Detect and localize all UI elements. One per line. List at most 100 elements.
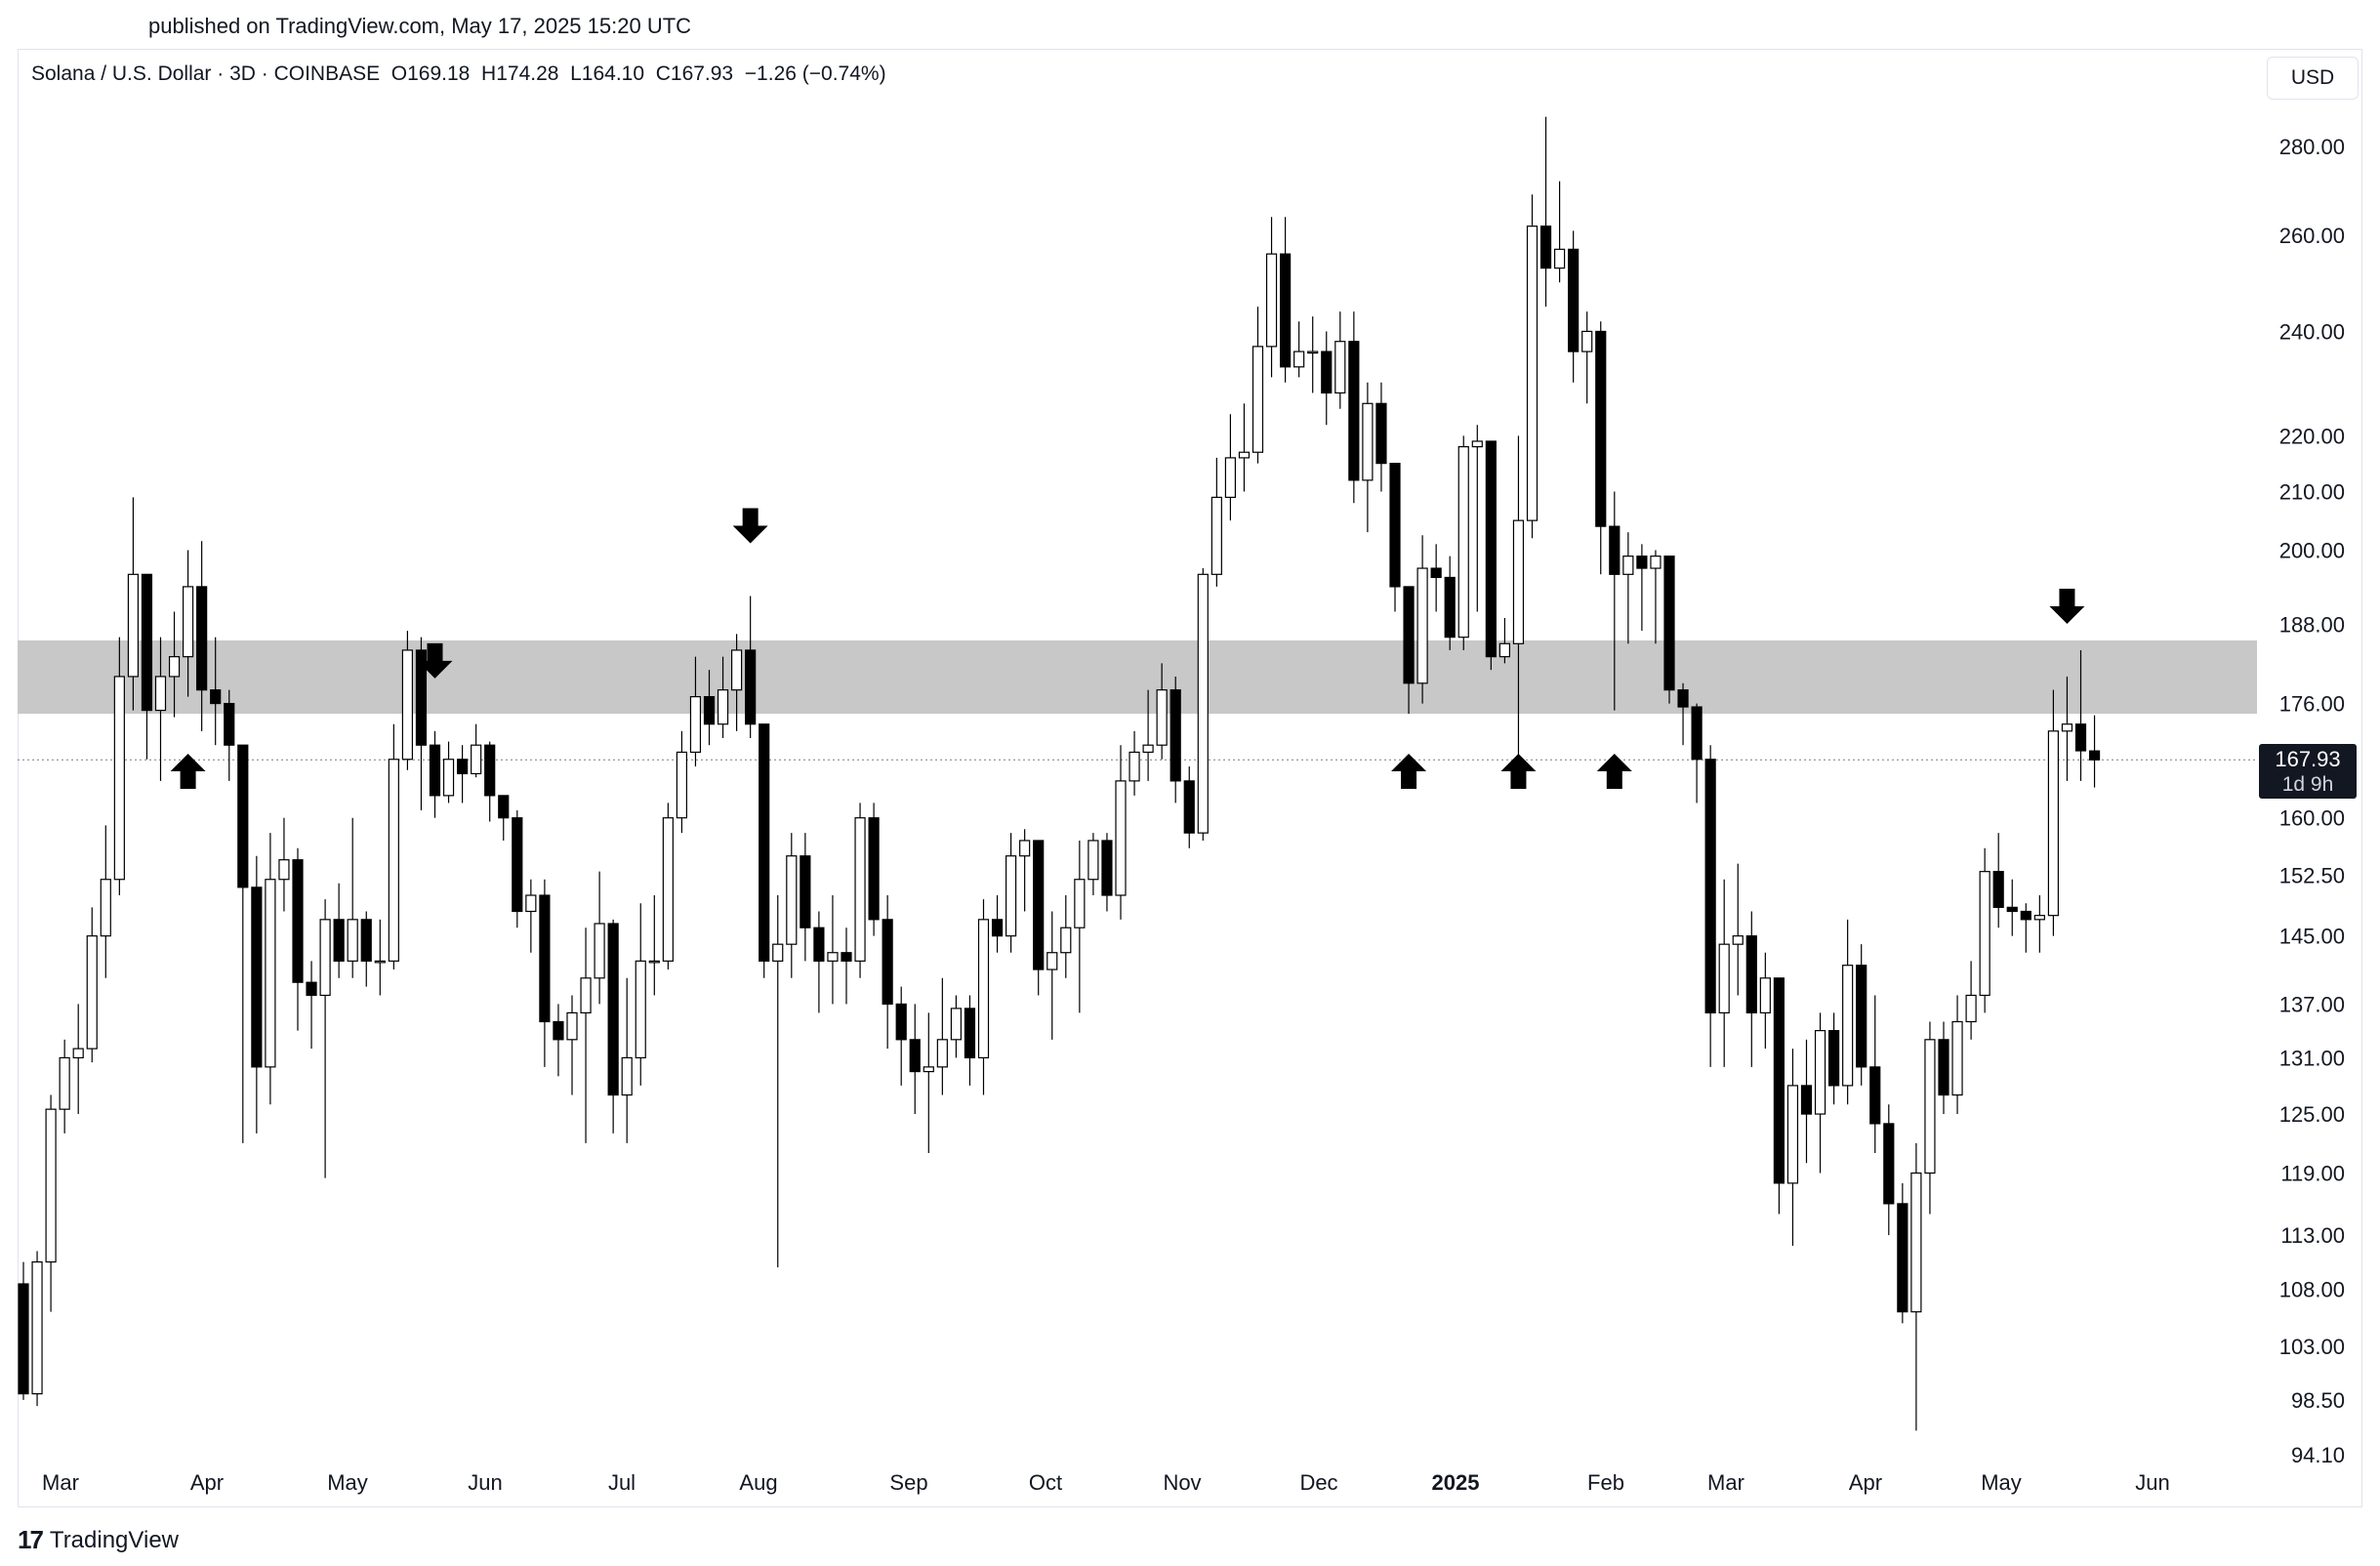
candle <box>2006 879 2018 936</box>
candle-body-down <box>1897 1203 1908 1313</box>
candle-body-up <box>1471 440 1483 448</box>
candle <box>1444 556 1456 650</box>
candle-body-up <box>1046 952 1058 970</box>
candle-body-down <box>964 1008 976 1059</box>
candle-body-up <box>1924 1039 1936 1174</box>
candle <box>1498 617 1511 664</box>
candle <box>1430 544 1442 612</box>
candle-body-up <box>347 919 358 962</box>
candle <box>745 596 757 738</box>
candle <box>278 817 290 912</box>
x-tick-label: May <box>327 1470 368 1495</box>
chart-frame <box>18 49 2362 1507</box>
candle-body-up <box>471 744 482 775</box>
candle <box>196 541 208 731</box>
candle-body-up <box>1732 935 1744 945</box>
up-arrow-marker <box>170 754 206 789</box>
candle-body-down <box>196 586 208 691</box>
candle <box>1252 307 1264 464</box>
candle-body-down <box>745 649 757 725</box>
candle <box>127 497 139 711</box>
candle <box>1663 556 1675 704</box>
y-tick-label: 108.00 <box>2279 1278 2345 1302</box>
candle-body-down <box>2074 723 2087 752</box>
candle-body-down <box>1348 341 1360 481</box>
x-tick-label: 2025 <box>1432 1470 1480 1495</box>
candle-body-up <box>388 759 399 962</box>
candle-body-up <box>1650 556 1662 569</box>
candle-body-up <box>977 919 990 1059</box>
currency-button[interactable]: USD <box>2267 57 2359 100</box>
x-tick-label: Jun <box>468 1470 502 1495</box>
candle <box>1197 568 1209 841</box>
candle-body-up <box>374 960 386 964</box>
candle-body-down <box>1539 226 1552 269</box>
x-tick-label: Jun <box>2135 1470 2169 1495</box>
candle <box>86 907 98 1063</box>
candle-body-up <box>525 894 537 913</box>
candle-body-up <box>401 649 413 761</box>
y-tick-label: 137.00 <box>2279 992 2345 1016</box>
candle-body-up <box>1019 840 1031 857</box>
candle <box>1814 1012 1826 1174</box>
published-caption: published on TradingView.com, May 17, 20… <box>148 14 692 38</box>
symbol-legend: Solana / U.S. Dollar · 3D · COINBASE O16… <box>31 62 886 86</box>
x-tick-label: Apr <box>1849 1470 1882 1495</box>
candle-body-up <box>1498 642 1511 658</box>
candle-body-up <box>827 952 839 962</box>
candle-body-up <box>689 696 702 754</box>
candle <box>512 810 523 928</box>
candle <box>113 637 125 896</box>
candle-body-up <box>1224 457 1237 498</box>
candle <box>977 899 990 1095</box>
candle <box>1992 833 2004 928</box>
y-tick-label: 131.00 <box>2279 1046 2345 1070</box>
y-tick-label: 210.00 <box>2279 480 2345 505</box>
candle <box>306 961 317 1050</box>
candle <box>1718 879 1730 1067</box>
candle-body-down <box>841 952 852 962</box>
candle <box>841 927 852 1005</box>
candle <box>553 1004 564 1077</box>
x-tick-label: Feb <box>1587 1470 1624 1495</box>
candle <box>1471 425 1483 612</box>
candle <box>1827 1012 1840 1105</box>
candle <box>689 656 702 767</box>
tradingview-logo[interactable]: 17 TradingView <box>18 1525 179 1555</box>
candle <box>923 1012 934 1154</box>
candle-body-down <box>1485 440 1497 658</box>
down-arrow-marker <box>2049 588 2085 624</box>
candle <box>621 977 633 1143</box>
candle-body-up <box>854 817 866 962</box>
ohlc-high: H174.28 <box>481 62 559 85</box>
y-tick-label: 119.00 <box>2280 1162 2345 1186</box>
candle-body-down <box>539 894 551 1023</box>
candle-body-up <box>1293 350 1305 368</box>
candle <box>703 670 716 746</box>
candle <box>1526 194 1539 539</box>
tradingview-brand: TradingView <box>49 1526 179 1553</box>
y-tick-label: 188.00 <box>2279 613 2345 638</box>
candle <box>374 919 386 996</box>
candle-body-up <box>1307 350 1319 354</box>
candle <box>292 847 304 1031</box>
candle-body-up <box>1814 1030 1826 1115</box>
candle <box>882 895 893 1050</box>
candle <box>1786 1049 1799 1247</box>
up-arrow-marker <box>1391 754 1427 789</box>
candle <box>1375 382 1387 492</box>
candle <box>1279 217 1292 383</box>
candle-body-down <box>1827 1030 1840 1087</box>
candle-body-up <box>1334 341 1346 394</box>
x-tick-label: Aug <box>739 1470 777 1495</box>
candle-body-up <box>1718 943 1730 1014</box>
candle <box>1128 730 1140 796</box>
candle-body-down <box>895 1003 907 1041</box>
candle <box>868 803 880 936</box>
candle-body-down <box>484 744 496 797</box>
candle-body-up <box>183 586 194 658</box>
candle <box>1115 745 1127 920</box>
candle <box>1704 745 1716 1067</box>
candle <box>31 1251 43 1407</box>
